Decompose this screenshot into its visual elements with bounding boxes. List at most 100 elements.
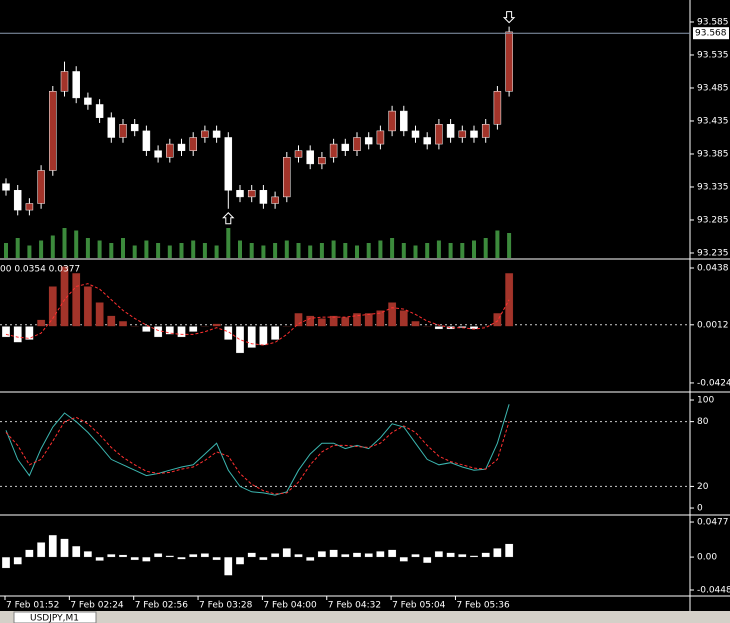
volume-bar — [495, 230, 500, 258]
volume-bar — [74, 230, 79, 258]
histogram-bar — [387, 549, 397, 558]
histogram-bar — [247, 552, 256, 558]
histogram-bar — [165, 326, 174, 335]
histogram-bar — [189, 553, 198, 558]
histogram-bar — [434, 551, 444, 558]
volume-bar — [226, 228, 231, 258]
histogram-bar — [282, 548, 291, 558]
histogram-bar — [13, 326, 22, 343]
candle-body — [364, 137, 373, 145]
candle-body — [154, 150, 162, 158]
x-tick-label: 7 Feb 05:04 — [392, 601, 446, 611]
histogram-bar — [294, 553, 303, 558]
volume-bar — [85, 238, 90, 258]
candle-body — [224, 137, 233, 191]
histogram-bar — [177, 326, 186, 338]
y-tick-label: 93.535 — [697, 50, 729, 60]
candle-body — [177, 143, 186, 151]
x-tick-label: 7 Feb 05:36 — [456, 601, 510, 611]
volume-bar — [4, 243, 8, 258]
indicator-header: 00 0.0354 0.0377 — [0, 265, 80, 275]
volume-bar — [249, 243, 254, 258]
histogram-bar — [83, 286, 93, 327]
volume-bar — [460, 243, 465, 258]
candle-body — [259, 190, 268, 204]
histogram-bar — [235, 556, 245, 565]
histogram-bar — [189, 326, 198, 332]
candle-body — [107, 117, 116, 138]
candle-body — [318, 157, 326, 165]
histogram-bar — [446, 552, 455, 558]
signal-arrow — [222, 212, 235, 225]
histogram-bar — [212, 556, 221, 561]
candle-body — [341, 143, 350, 151]
volume-bar — [121, 238, 125, 258]
tab-label[interactable]: USDJPY,M1 — [30, 614, 79, 623]
histogram-bar — [352, 552, 362, 558]
indicator-line — [5, 404, 510, 496]
histogram-bar — [364, 312, 373, 327]
candle-body — [142, 130, 151, 151]
candle-body — [119, 124, 127, 138]
histogram-bar — [411, 320, 420, 327]
histogram-bar — [36, 542, 46, 558]
histogram-bar — [352, 312, 362, 327]
histogram-bar — [60, 538, 69, 558]
histogram-bar — [142, 326, 151, 332]
volume-bar — [436, 240, 441, 258]
histogram-bar — [118, 320, 128, 327]
volume-bar — [273, 243, 278, 258]
histogram-bar — [36, 319, 46, 327]
histogram-bar — [423, 326, 432, 328]
volume-bar — [378, 240, 383, 258]
tab[interactable]: USDJPY,M1 — [13, 611, 97, 623]
candle-body — [435, 124, 443, 145]
candle-body — [49, 91, 57, 171]
volume-bar — [507, 233, 512, 258]
histogram-bar — [165, 555, 174, 558]
y-tick-label: 0.0438 — [697, 264, 729, 274]
x-tick-label: 7 Feb 04:32 — [328, 601, 381, 611]
x-tick-label: 7 Feb 01:52 — [6, 601, 59, 611]
histogram-bar — [458, 553, 467, 558]
y-tick-label: 93.385 — [697, 149, 729, 159]
histogram-bar — [434, 326, 444, 330]
histogram-bar — [25, 549, 34, 558]
volume-bar — [214, 245, 219, 258]
histogram-bar — [13, 556, 22, 565]
signal-arrow — [502, 11, 516, 24]
candle-body — [166, 143, 174, 158]
volume-bar — [238, 240, 242, 258]
volume-bar — [331, 240, 336, 258]
indicator-line — [5, 283, 510, 346]
candle-body — [376, 130, 385, 145]
indicator-line — [5, 416, 510, 495]
y-tick-label: -0.0448 — [697, 586, 730, 596]
candle-body — [60, 71, 69, 92]
histogram-bar — [411, 553, 420, 558]
histogram-bar — [329, 549, 338, 558]
histogram-bar — [142, 556, 151, 562]
histogram-bar — [200, 553, 210, 558]
histogram-bar — [107, 315, 116, 327]
volume-bar — [132, 245, 137, 258]
histogram-bar — [177, 556, 186, 560]
volume-bar — [401, 243, 406, 258]
candle-body — [84, 97, 92, 105]
histogram-bar — [95, 556, 104, 561]
y-tick-label: 80 — [697, 417, 709, 427]
candle-body — [247, 190, 256, 198]
histogram-bar — [130, 326, 139, 328]
histogram-bar — [282, 326, 291, 328]
y-tick-label: -0.0424 — [697, 378, 730, 388]
volume-bar — [97, 240, 102, 258]
candle-body — [2, 183, 10, 191]
histogram-bar — [72, 272, 81, 327]
candle-body — [388, 110, 396, 132]
histogram-bar — [95, 302, 104, 327]
y-tick-label: 93.235 — [697, 248, 729, 258]
volume-bar — [191, 240, 196, 258]
candle-body — [481, 124, 490, 138]
candle-body — [72, 71, 80, 99]
